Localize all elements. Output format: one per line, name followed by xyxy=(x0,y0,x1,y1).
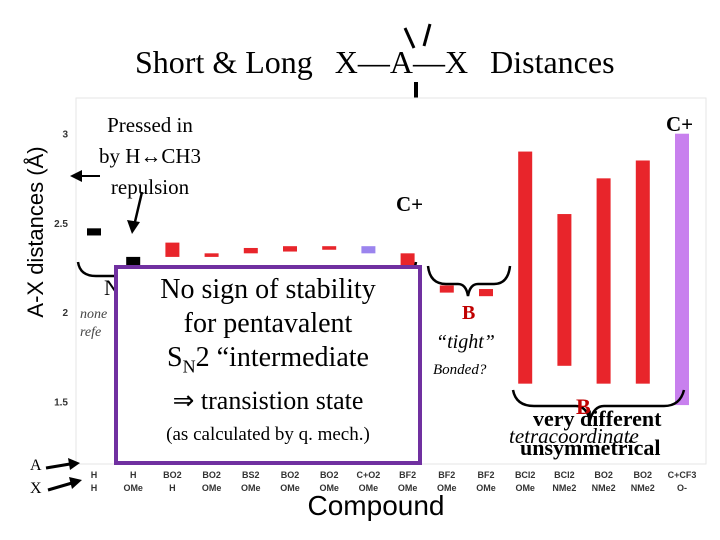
x-tick-label-top: BO2 xyxy=(594,470,613,480)
pressed-arrow-down xyxy=(132,191,144,227)
cplus-label-small: C+ xyxy=(396,192,424,216)
side-label-a: A xyxy=(30,457,42,474)
callout-line-3-rest: 2 “intermediate xyxy=(195,342,369,373)
slide-title: Short & Long X—A—X Distances xyxy=(135,44,615,81)
bar-5 xyxy=(283,246,297,252)
x-tick-label-top: BO2 xyxy=(634,470,653,480)
x-tick-label-top: BO2 xyxy=(163,470,182,480)
callout-box: No sign of stability for pentavalent SN2… xyxy=(114,265,422,465)
bar-7 xyxy=(361,246,376,254)
bar-4 xyxy=(243,247,258,254)
bar-6 xyxy=(322,246,337,250)
x-arrow-head xyxy=(69,477,82,489)
bar-11 xyxy=(518,151,533,384)
pressed-arrow-down-head xyxy=(127,220,140,234)
x-tick-label-bottom: OMe xyxy=(437,483,457,493)
bar-12 xyxy=(557,214,572,366)
partial-label-none: none xyxy=(80,307,108,322)
x-arrow xyxy=(47,481,73,492)
x-tick-label-bottom: OMe xyxy=(280,483,300,493)
x-tick-label-top: C+CF3 xyxy=(668,470,697,480)
unsymmetrical-label: unsymmetrical xyxy=(520,435,661,460)
b-label-big: B xyxy=(576,394,591,419)
bar-14 xyxy=(635,160,650,384)
title-molecule: X—A—X xyxy=(334,44,469,80)
x-tick-label-top: H xyxy=(130,470,137,480)
tetracoordinate-label: tetracoordinate xyxy=(509,424,639,448)
title-bond-left xyxy=(403,27,416,49)
x-tick-label-bottom: H xyxy=(91,483,98,493)
title-prefix: Short & Long xyxy=(135,44,313,80)
bar-10 xyxy=(479,289,493,297)
bar-1 xyxy=(126,256,141,266)
b-label-small: B xyxy=(462,302,476,324)
x-tick-labels: HHHOMeBO2HBO2OMeBS2OMeBO2OMeBO2OMeC+O2OM… xyxy=(91,470,697,493)
pressed-line-2: by H↔CH3 xyxy=(98,144,202,168)
callout-line-3: SN2 “intermediate xyxy=(118,341,418,384)
x-tick-label-bottom: NMe2 xyxy=(631,483,655,493)
a-arrow-head xyxy=(68,458,80,470)
tight-label: “tight” xyxy=(436,331,495,353)
x-tick-label-bottom: OMe xyxy=(123,483,143,493)
callout-sn-sub: N xyxy=(182,356,196,377)
x-tick-label-bottom: OMe xyxy=(359,483,379,493)
x-tick-label-bottom: OMe xyxy=(398,483,418,493)
brace-b-small xyxy=(426,265,512,297)
x-tick-label-bottom: O- xyxy=(677,483,687,493)
bar-9 xyxy=(439,285,454,293)
partial-label-reference: refe xyxy=(80,325,102,340)
callout-line-1: No sign of stability xyxy=(160,274,376,305)
x-tick-label-top: BO2 xyxy=(202,470,221,480)
x-tick-label-bottom: OMe xyxy=(202,483,222,493)
bar-13 xyxy=(596,178,611,384)
very-different-label: very different xyxy=(533,406,662,431)
x-tick-label-top: BF2 xyxy=(477,470,494,480)
y-tick-label: 3 xyxy=(62,130,68,141)
y-tick-label: 2 xyxy=(62,308,68,319)
y-tick-label: 1.5 xyxy=(54,398,68,409)
pressed-annotation: Pressed in by H↔CH3 repulsion xyxy=(99,110,201,203)
side-label-x: X xyxy=(30,480,42,497)
y-ticks: 1.5 2 2.5 3 xyxy=(54,130,68,409)
x-tick-label-bottom: OMe xyxy=(515,483,535,493)
x-tick-label-top: BCl2 xyxy=(554,470,575,480)
bar-0 xyxy=(87,228,101,236)
x-tick-label-bottom: H xyxy=(169,483,176,493)
x-tick-label-top: H xyxy=(91,470,98,480)
x-tick-label-top: BO2 xyxy=(281,470,300,480)
x-tick-label-bottom: OMe xyxy=(476,483,496,493)
pressed-arrow-top-head xyxy=(70,170,82,182)
x-tick-label-bottom: OMe xyxy=(241,483,261,493)
bonded-label: Bonded? xyxy=(433,362,487,378)
x-tick-label-top: BS2 xyxy=(242,470,260,480)
y-axis-title: A-X distances (Å) xyxy=(23,146,48,318)
title-bond-right xyxy=(422,23,432,47)
y-tick-label: 2.5 xyxy=(54,219,68,230)
bar-15 xyxy=(675,133,689,406)
cplus-label-big: C+ xyxy=(666,112,694,136)
x-tick-label-top: BO2 xyxy=(320,470,339,480)
x-tick-label-bottom: NMe2 xyxy=(592,483,616,493)
pressed-line-3: repulsion xyxy=(110,175,190,199)
x-tick-label-top: C+O2 xyxy=(357,470,381,480)
x-tick-label-top: BCl2 xyxy=(515,470,536,480)
title-suffix: Distances xyxy=(490,44,615,80)
brace-b-big xyxy=(511,389,686,425)
x-tick-label-bottom: NMe2 xyxy=(552,483,576,493)
bar-2 xyxy=(165,242,180,257)
callout-line-2: for pentavalent xyxy=(183,308,353,339)
x-tick-label-top: BF2 xyxy=(438,470,455,480)
a-arrow xyxy=(45,462,71,470)
x-tick-label-bottom: OMe xyxy=(319,483,339,493)
bar-3 xyxy=(204,253,219,257)
x-axis-title: Compound xyxy=(307,490,445,521)
callout-line-5: (as calculated by q. mech.) xyxy=(166,423,370,445)
callout-line-4: ⇒ transistion state xyxy=(172,385,364,415)
callout-sn: S xyxy=(167,342,183,373)
x-tick-label-top: BF2 xyxy=(399,470,416,480)
pressed-line-1: Pressed in xyxy=(107,113,193,137)
